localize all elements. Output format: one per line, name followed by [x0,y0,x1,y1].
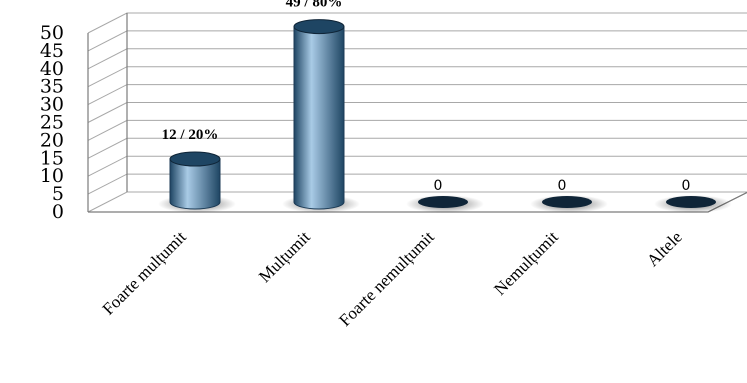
x-tick-label: Foarte mulțumit [99,227,190,318]
x-tick-label: Mulțumit [255,227,314,286]
gridline [87,66,747,88]
gridline [87,84,747,106]
x-tick-label: Foarte nemulțumit [335,227,438,330]
data-label: 0 [434,178,443,194]
bar-disc [418,196,468,208]
y-tick-label: 25 [40,112,64,134]
bar-disc [542,196,592,208]
y-tick-label: 40 [40,58,64,80]
y-tick-label: 20 [40,129,64,151]
bar-top [169,151,221,167]
y-tick-label: 50 [40,22,64,44]
bar [293,26,345,210]
bar [169,158,221,210]
y-tick-label: 0 [52,201,64,223]
data-label: 49 / 80% [286,0,343,11]
gridline [87,102,747,123]
gridline [87,48,747,70]
data-label: 0 [558,178,567,194]
gridline [87,30,747,52]
y-tick-label: 35 [40,76,64,98]
y-tick-label: 10 [40,165,64,187]
x-tick-label: Nemulțumit [490,227,562,299]
y-tick-label: 5 [52,183,64,205]
data-label: 0 [682,178,691,194]
bar-top [293,19,345,35]
gridline [87,12,747,34]
data-label: 12 / 20% [162,127,219,143]
bar-disc [666,196,716,208]
x-axis-ticks: Foarte mulțumit Mulțumit Foarte nemulțumit… [99,227,686,330]
x-tick-label: Altele [643,227,686,270]
y-tick-label: 15 [40,147,64,169]
y-tick-label: 30 [40,94,64,116]
bars: 12 / 20% 49 / 80% 0 0 0 [158,0,732,213]
y-tick-label: 45 [40,40,64,62]
